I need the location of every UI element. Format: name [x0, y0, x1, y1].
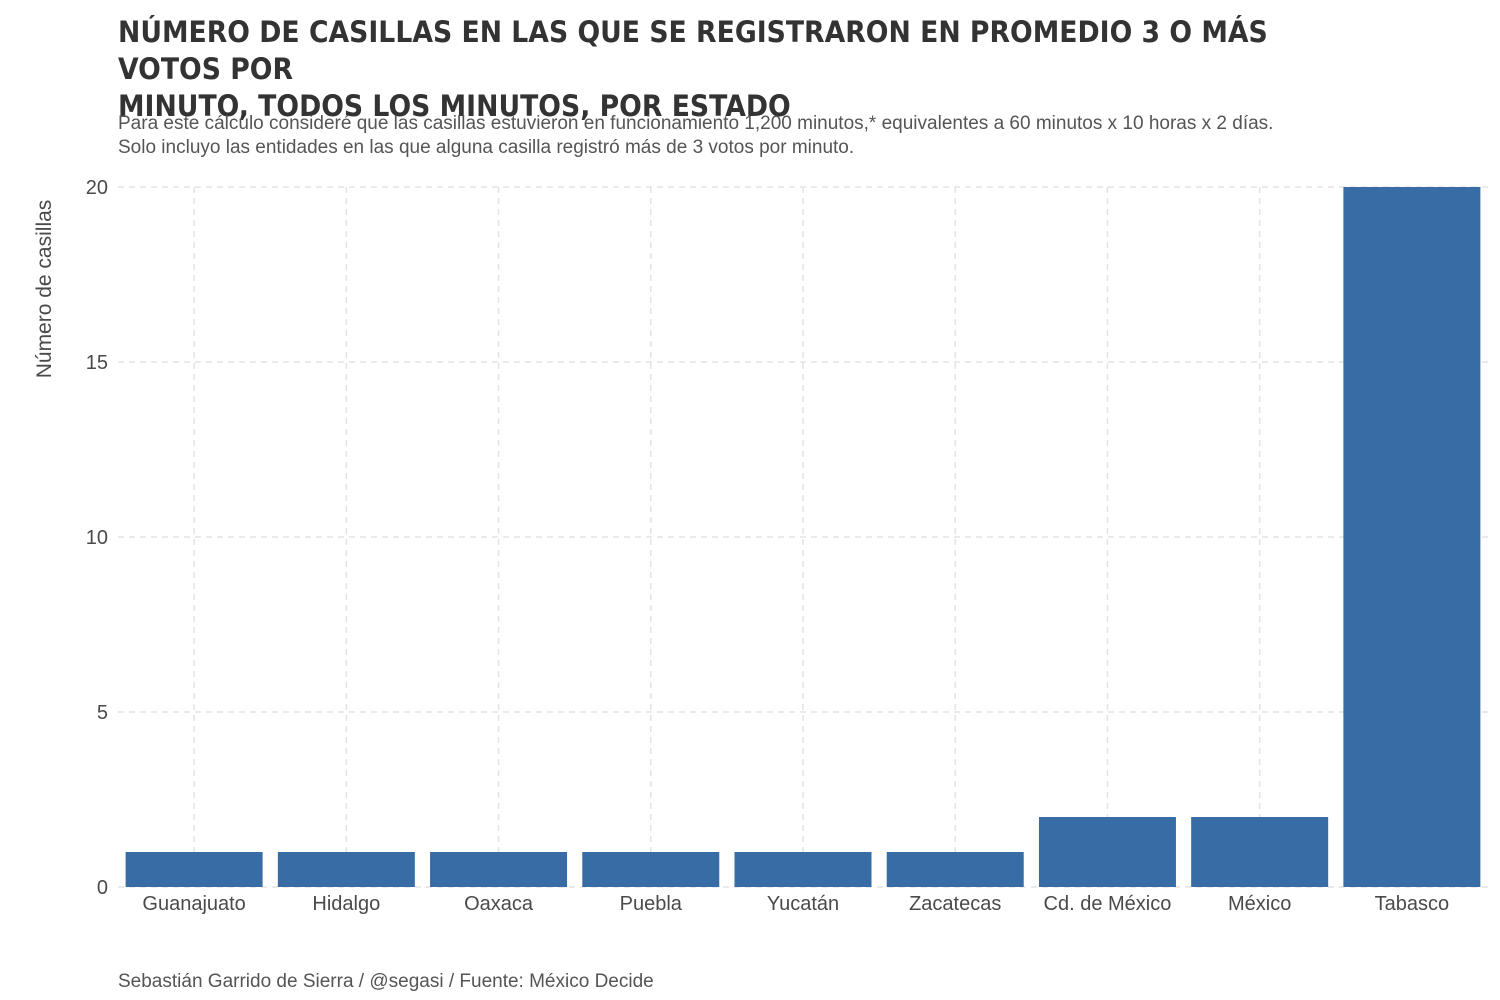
chart-title-line1: NÚMERO DE CASILLAS EN LAS QUE SE REGISTR…: [118, 15, 1268, 86]
chart-subtitle-line1: Para este cálculo consideré que las casi…: [118, 113, 1274, 134]
grid-layer: [118, 186, 1488, 888]
bar-layer: [125, 187, 1481, 887]
y-tick-label: 15: [86, 352, 108, 374]
chart-title: NÚMERO DE CASILLAS EN LAS QUE SE REGISTR…: [118, 14, 1378, 125]
y-tick-label: 5: [97, 702, 108, 724]
y-tick-label: 20: [86, 177, 108, 199]
x-tick-label: Yucatán: [767, 893, 839, 915]
x-tick-label: Cd. de México: [1044, 893, 1172, 915]
chart-subtitle-line2: Solo incluyo las entidades en las que al…: [118, 137, 855, 158]
x-tick-label: Hidalgo: [312, 893, 380, 915]
bar-méxico: [1191, 817, 1329, 887]
y-axis-title: Número de casillas: [33, 200, 56, 379]
x-axis-ticks: Guanajuato Hidalgo Oaxaca Puebla Yucatán Zaca…: [142, 893, 1449, 915]
x-tick-label: Guanajuato: [142, 893, 245, 915]
bar-oaxaca: [430, 852, 568, 887]
x-tick-label: Tabasco: [1375, 893, 1450, 915]
bar-puebla: [582, 852, 720, 887]
y-tick-label: 0: [97, 877, 108, 899]
bar-cd-de-méxico: [1038, 817, 1176, 887]
x-tick-label: Zacatecas: [909, 893, 1001, 915]
bar-hidalgo: [277, 852, 415, 887]
y-axis-ticks: 0 5 10 15 20: [86, 177, 108, 899]
chart-caption: Sebastián Garrido de Sierra / @segasi / …: [118, 971, 654, 992]
y-tick-label: 10: [86, 527, 108, 549]
bar-yucatán: [734, 852, 872, 887]
chart-title-line2: MINUTO, TODOS LOS MINUTOS, POR ESTADO: [118, 89, 791, 123]
x-tick-label: Oaxaca: [464, 893, 534, 915]
bar-tabasco: [1343, 187, 1481, 887]
x-tick-label: México: [1228, 893, 1291, 915]
chart-subtitle: Para este cálculo consideré que las casi…: [118, 112, 1488, 160]
bar-zacatecas: [886, 852, 1024, 887]
bar-guanajuato: [125, 852, 263, 887]
x-tick-label: Puebla: [620, 893, 683, 915]
